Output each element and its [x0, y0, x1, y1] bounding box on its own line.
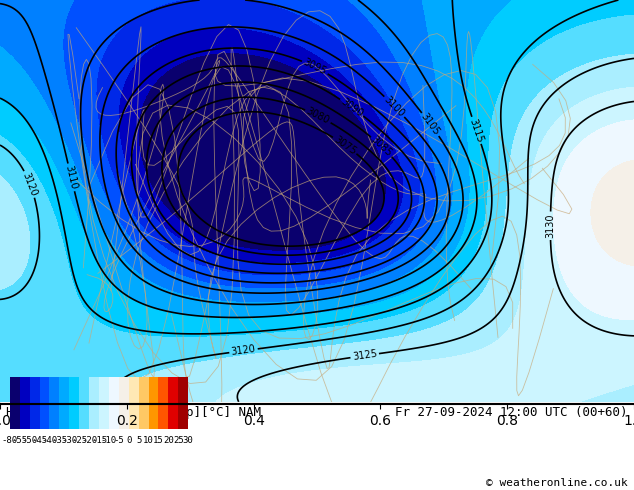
Text: 3080: 3080	[305, 106, 331, 126]
Text: 15: 15	[153, 436, 164, 445]
Bar	[109, 377, 119, 429]
Text: -40: -40	[41, 436, 58, 445]
Text: 3120: 3120	[231, 344, 256, 357]
Text: 0: 0	[126, 436, 131, 445]
Text: -30: -30	[61, 436, 77, 445]
Text: 3115: 3115	[468, 117, 485, 144]
Text: 25: 25	[173, 436, 184, 445]
Bar	[129, 377, 139, 429]
Text: -15: -15	[91, 436, 107, 445]
Text: 3090: 3090	[339, 97, 365, 119]
Text: 30: 30	[183, 436, 193, 445]
Bar	[30, 377, 39, 429]
Text: © weatheronline.co.uk: © weatheronline.co.uk	[486, 478, 628, 488]
Bar	[99, 377, 109, 429]
Text: -10: -10	[101, 436, 117, 445]
Text: 3120: 3120	[21, 171, 39, 197]
Text: -20: -20	[81, 436, 97, 445]
Bar	[119, 377, 129, 429]
Bar	[49, 377, 60, 429]
Text: -55: -55	[11, 436, 28, 445]
Text: 3110: 3110	[63, 164, 79, 191]
Text: Height/Temp. 10 hPa [gdmp][°C] NAM: Height/Temp. 10 hPa [gdmp][°C] NAM	[6, 406, 261, 419]
Text: -35: -35	[51, 436, 67, 445]
Text: -80: -80	[2, 436, 18, 445]
Bar	[39, 377, 49, 429]
Bar	[89, 377, 99, 429]
Text: -45: -45	[32, 436, 48, 445]
Bar	[148, 377, 158, 429]
Bar	[79, 377, 89, 429]
Text: 5: 5	[136, 436, 141, 445]
Text: 3075: 3075	[332, 134, 358, 156]
Bar	[178, 377, 188, 429]
Bar	[169, 377, 178, 429]
Text: 3125: 3125	[352, 349, 378, 362]
Bar	[69, 377, 79, 429]
Text: -50: -50	[22, 436, 37, 445]
Text: 20: 20	[163, 436, 174, 445]
Text: Fr 27-09-2024 12:00 UTC (00+60): Fr 27-09-2024 12:00 UTC (00+60)	[395, 406, 628, 419]
Bar	[20, 377, 30, 429]
Bar	[139, 377, 148, 429]
Text: 3105: 3105	[419, 112, 442, 137]
Bar	[10, 377, 20, 429]
Text: -5: -5	[113, 436, 124, 445]
Bar	[60, 377, 69, 429]
Text: -25: -25	[71, 436, 87, 445]
Text: 10: 10	[143, 436, 154, 445]
Bar	[158, 377, 169, 429]
Text: 3085: 3085	[369, 134, 394, 159]
Text: 3095: 3095	[302, 57, 328, 77]
Text: 3130: 3130	[545, 214, 555, 238]
Text: 3100: 3100	[382, 95, 406, 119]
